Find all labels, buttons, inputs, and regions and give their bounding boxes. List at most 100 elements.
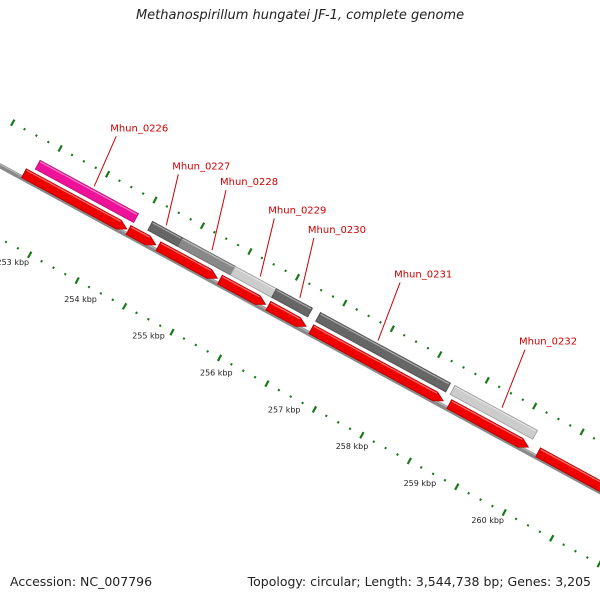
scale-tick-upper	[212, 230, 216, 234]
cds-arrow[interactable]	[446, 399, 530, 448]
feature-block[interactable]	[315, 311, 452, 393]
accession-text: Accession: NC_007796	[10, 574, 153, 589]
scale-tick-lower	[549, 534, 555, 542]
scale-tick-lower	[52, 266, 55, 270]
feature-bevel	[160, 242, 212, 272]
scale-tick-lower	[135, 311, 138, 315]
scale-tick-lower	[63, 272, 67, 276]
scale-tick-lower	[169, 328, 175, 336]
feature-bevel	[451, 400, 523, 441]
kbp-tick-label: 260 kbp	[471, 516, 504, 525]
scale-tick-lower	[121, 302, 128, 310]
feature-bevel	[313, 325, 438, 394]
scale-tick-lower	[491, 504, 494, 508]
feature-bevel	[130, 226, 150, 238]
gene-label-mhun_0232[interactable]: Mhun_0232	[519, 337, 577, 348]
scale-tick-lower	[479, 498, 482, 502]
scale-tick-lower	[241, 369, 245, 373]
scale-tick-lower	[574, 549, 577, 553]
scale-tick-upper	[450, 359, 454, 363]
scale-tick-upper	[177, 211, 181, 215]
scale-tick-upper	[307, 282, 311, 286]
scale-tick-upper	[82, 159, 86, 163]
gene-label-mhun_0226[interactable]: Mhun_0226	[110, 123, 168, 134]
scale-tick-lower	[562, 543, 565, 547]
gene-labels: Mhun_0226 Mhun_0227 Mhun_0228 Mhun_0229 Mhun…	[93, 123, 577, 408]
scale-tick-lower	[596, 560, 600, 568]
scale-tick-lower	[396, 453, 399, 456]
scale-tick-upper	[521, 398, 525, 402]
cds-arrow[interactable]	[308, 324, 444, 402]
feature-bevel	[454, 386, 537, 432]
scale-tick-upper	[236, 243, 240, 247]
scale-tick-upper	[568, 424, 572, 427]
cds-arrow[interactable]	[21, 168, 128, 230]
scale-tick-lower	[336, 420, 340, 424]
scale-tick-upper	[165, 205, 169, 208]
scale-tick-lower	[406, 457, 412, 465]
scale-tick-lower	[443, 478, 447, 482]
gene-leader-line	[299, 237, 315, 299]
gene-label-mhun_0228[interactable]: Mhun_0228	[220, 177, 278, 188]
scale-tick-upper	[437, 350, 443, 359]
gene-label-mhun_0227[interactable]: Mhun_0227	[172, 161, 230, 172]
scale-tick-upper	[189, 217, 193, 221]
scale-tick-upper	[342, 299, 348, 307]
scale-tick-upper	[367, 314, 370, 318]
scale-tick-upper	[57, 144, 63, 153]
scale-tick-upper	[294, 273, 301, 281]
cds-arrow[interactable]	[265, 300, 307, 327]
scale-tick-upper	[35, 134, 38, 137]
scale-tick-upper	[152, 196, 158, 204]
scale-tick-lower	[526, 523, 530, 527]
scale-tick-upper	[104, 170, 111, 178]
scale-tick-lower	[538, 530, 542, 534]
scale-tick-upper	[414, 340, 418, 344]
kbp-tick-label: 257 kbp	[268, 405, 301, 414]
scale-tick-lower	[289, 395, 293, 398]
scale-tick-upper	[260, 256, 264, 260]
cds-arrow[interactable]	[535, 447, 600, 493]
scale-tick-upper	[46, 140, 50, 144]
scale-tick-upper	[509, 391, 513, 395]
scale-tick-lower	[324, 414, 328, 418]
cds-arrow[interactable]	[155, 241, 219, 279]
scale-tick-upper	[389, 325, 395, 333]
feature-bevel	[152, 222, 182, 239]
scale-ticks	[4, 119, 600, 568]
scale-tick-lower	[301, 401, 304, 405]
cds-arrow[interactable]	[216, 274, 267, 305]
kbp-tick-label: 254 kbp	[64, 295, 97, 304]
feature-bevel	[270, 302, 301, 320]
feature-bevel	[276, 289, 312, 310]
feature-block[interactable]	[34, 159, 140, 224]
gene-leader-line	[501, 349, 526, 408]
scale-tick-upper	[474, 372, 477, 376]
feature-tracks	[0, 159, 600, 495]
scale-tick-upper	[199, 222, 206, 230]
scale-tick-lower	[253, 375, 257, 379]
gene-label-mhun_0231[interactable]: Mhun_0231	[394, 269, 452, 280]
feature-bevel	[222, 276, 260, 298]
scale-tick-upper	[484, 376, 490, 384]
gene-leader-line	[93, 136, 117, 187]
scale-tick-lower	[27, 251, 33, 259]
feature-block[interactable]	[271, 288, 314, 318]
scale-tick-upper	[402, 333, 406, 337]
feature-bevel	[235, 267, 276, 290]
scale-labels: 253 kbp 254 kbp 255 kbp 256 kbp 257 kbp 258 k…	[0, 258, 504, 525]
feature-block[interactable]	[449, 384, 539, 440]
scale-tick-lower	[194, 343, 198, 347]
gene-leader-line	[377, 282, 401, 341]
scale-tick-upper	[224, 237, 228, 241]
gene-label-mhun_0229[interactable]: Mhun_0229	[268, 206, 326, 217]
scale-tick-lower	[372, 440, 376, 444]
genome-summary-text: Topology: circular; Length: 3,544,738 bp…	[247, 574, 591, 589]
scale-tick-upper	[129, 185, 133, 189]
scale-tick-lower	[419, 465, 423, 469]
gene-label-mhun_0230[interactable]: Mhun_0230	[308, 225, 366, 236]
cds-arrow[interactable]	[125, 225, 157, 246]
scale-tick-lower	[216, 354, 223, 362]
kbp-tick-label: 255 kbp	[132, 332, 165, 341]
